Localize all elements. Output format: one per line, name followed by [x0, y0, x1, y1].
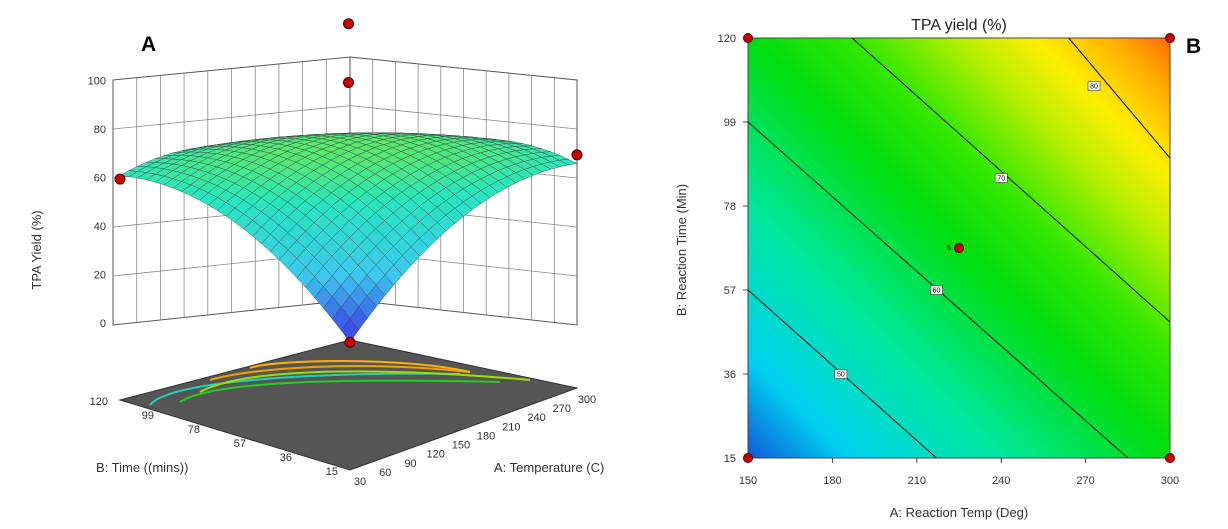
floor: [118, 339, 579, 471]
time-tick-label: 99: [142, 410, 154, 422]
time-tick-label: 120: [90, 396, 108, 408]
contour-label-box: [994, 173, 1008, 183]
chart-title: TPA yield (%): [911, 17, 1007, 34]
z-tick-label: 40: [94, 221, 106, 233]
temperature-tick-label: 120: [426, 449, 444, 461]
design-point: [343, 18, 354, 30]
temperature-tick-label: 90: [404, 458, 416, 470]
x-tick-label: 210: [908, 475, 926, 487]
temperature-tick-label: 60: [379, 467, 391, 479]
design-point: [571, 149, 583, 161]
x-axis-label: A: Reaction Temp (Deg): [890, 505, 1029, 520]
z-tick-label: 60: [94, 173, 106, 185]
contour-label: 80: [1090, 84, 1098, 91]
time-tick-label: 15: [326, 466, 338, 478]
contour-label-box: [930, 285, 943, 295]
temperature-tick-label: 300: [578, 394, 596, 406]
contour-label: 70: [997, 176, 1005, 183]
y-tick-label: 57: [724, 285, 736, 297]
temperature-tick-label: 240: [527, 412, 545, 424]
design-point: [114, 173, 126, 185]
x-tick-label: 240: [992, 475, 1010, 487]
z-tick-label: 0: [100, 318, 106, 330]
temperature-tick-label: 30: [354, 476, 366, 488]
temperature-tick-label: 210: [502, 421, 520, 433]
x-tick-label: 180: [823, 475, 841, 487]
contour-lines: 50 60 70 80 5: [747, 37, 1171, 459]
contour-line: [1068, 37, 1171, 159]
y-axis-label: B: Reaction Time (Min): [674, 184, 689, 316]
y-tick-label: 15: [724, 453, 736, 465]
y-axis-ticks: 15 36 57 78 99 120: [718, 33, 748, 465]
temperature-tick-label: 150: [452, 440, 470, 452]
temperature-tick-label: 270: [553, 403, 571, 415]
panel-a-letter: A: [141, 33, 156, 56]
contour-label-box: [834, 369, 848, 379]
contour-label-box: [1087, 81, 1101, 91]
time-tick-label: 57: [234, 438, 246, 450]
contour-label: 50: [837, 372, 845, 379]
z-tick-label: 80: [94, 124, 106, 136]
z-axis-ticks: 0 20 40 60 80 100: [88, 76, 106, 331]
contour-line: [851, 37, 1171, 323]
x-tick-label: 150: [739, 475, 757, 487]
y-tick-label: 99: [724, 117, 736, 129]
design-point: [743, 453, 753, 463]
design-point: [743, 33, 753, 43]
z-tick-label: 100: [88, 76, 106, 88]
time-tick-label: 36: [280, 452, 292, 464]
temperature-axis-ticks: 30 60 90 120 150 180 210 240 270 300: [354, 394, 596, 488]
time-tick-label: 78: [188, 424, 200, 436]
y-tick-label: 120: [718, 33, 736, 45]
response-surface: [119, 132, 578, 343]
temperature-tick-label: 180: [477, 430, 495, 442]
center-point-label: 5: [947, 245, 951, 252]
x-tick-label: 270: [1076, 475, 1094, 487]
panel-b-letter: B: [1186, 35, 1201, 58]
design-point: [1165, 33, 1175, 43]
y-tick-label: 36: [724, 369, 736, 381]
x-axis-ticks: 150 180 210 240 270 300: [739, 458, 1179, 487]
z-axis-label: TPA Yield (%): [29, 210, 44, 289]
temperature-axis-label: A: Temperature (C): [494, 460, 604, 475]
design-point: [954, 243, 964, 253]
panel-b: B TPA yield (%) 50 60 70 80 5 150 180 210 240 27…: [674, 17, 1201, 520]
x-tick-label: 300: [1161, 475, 1179, 487]
design-point: [1165, 453, 1175, 463]
design-point: [343, 77, 354, 88]
time-axis-label: B: Time ((mins)): [96, 460, 188, 475]
design-points-a: [114, 18, 583, 348]
y-tick-label: 78: [724, 201, 736, 213]
time-axis-ticks: 15 36 57 78 99 120: [90, 396, 338, 478]
z-tick-label: 20: [94, 270, 106, 282]
design-points-b: [743, 33, 1175, 463]
contour-label: 60: [933, 288, 941, 295]
design-point: [344, 336, 356, 348]
